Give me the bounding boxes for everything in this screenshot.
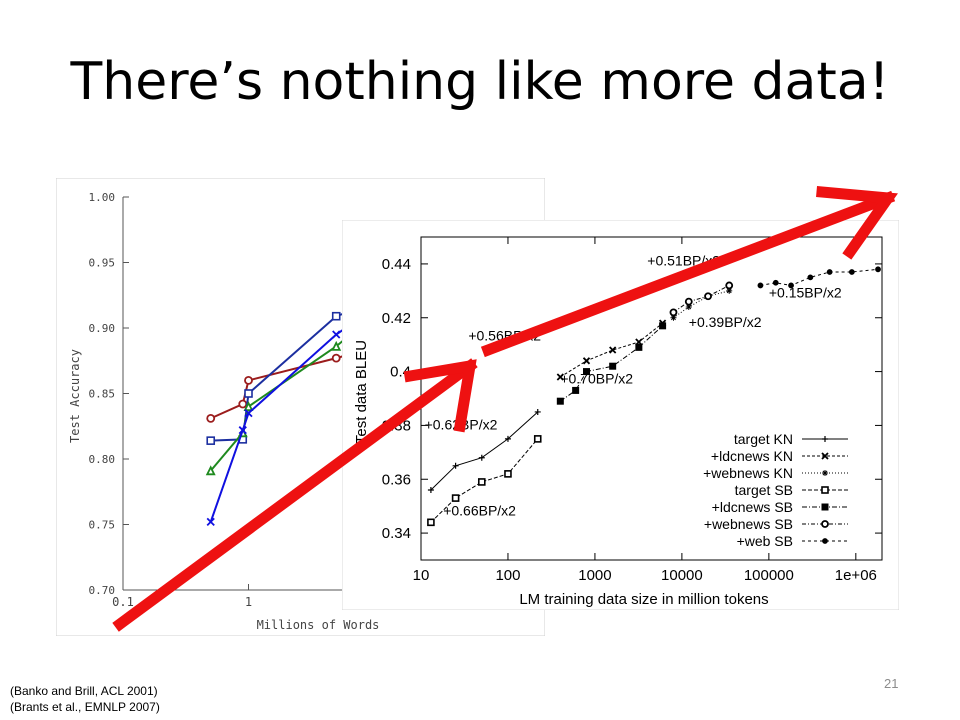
bleu-x-tick-label: 100 <box>495 567 520 584</box>
bleu-series-webnews-sb-point <box>704 292 712 301</box>
accuracy-y-tick-label: 0.75 <box>89 519 116 532</box>
bleu-x-tick-label: 1000 <box>578 567 611 584</box>
bleu-series-ldcnews-sb-point <box>572 386 580 394</box>
accuracy-series-1-point <box>331 353 341 363</box>
bleu-series-target-sb-line <box>430 438 539 523</box>
bleu-y-tick-label: 0.34 <box>382 525 411 542</box>
accuracy-y-tick-label: 0.85 <box>89 388 116 401</box>
accuracy-x-tick-label: 0.1 <box>112 595 134 609</box>
bleu-series-web-sb-point <box>757 282 764 289</box>
accuracy-y-tick-label: 0.80 <box>89 453 116 466</box>
legend-label-ldcnews-sb: +ldcnews SB <box>712 499 793 515</box>
accuracy-y-tick-label: 1.00 <box>89 191 116 204</box>
bleu-chart: 0.34 0.36 0.38 0.4 0.42 0.44 10 100 1000 10000 100… <box>342 220 899 610</box>
bleu-growth-annotation: +0.15BP/x2 <box>769 285 842 301</box>
bleu-y-tick-label: 0.42 <box>382 310 411 327</box>
legend-label-webnews-kn: +webnews KN <box>703 465 793 481</box>
legend-marker-target-kn <box>822 436 828 442</box>
bleu-series-target-kn-point <box>504 435 511 442</box>
legend-marker-web-sb <box>822 538 828 544</box>
bleu-series-webnews-sb-point <box>669 308 678 317</box>
bleu-series-target-kn-point <box>534 408 541 415</box>
bleu-series-ldcnews-sb-point <box>659 322 667 330</box>
legend-label-ldcnews-kn: +ldcnews KN <box>711 448 793 464</box>
bleu-series-webnews-sb-point <box>684 297 693 306</box>
bleu-x-axis-label: LM training data size in million tokens <box>519 591 768 608</box>
accuracy-series-2-point <box>206 436 216 445</box>
bleu-series-target-sb-point <box>533 435 542 443</box>
bleu-y-axis-label: Test data BLEU <box>353 340 370 444</box>
legend-marker-webnews-kn <box>822 470 828 476</box>
bleu-growth-annotation: +0.62BP/x2 <box>425 416 498 432</box>
bleu-chart-frame <box>342 220 899 610</box>
bleu-x-tick-label: 10000 <box>661 567 703 584</box>
accuracy-y-tick-label: 0.95 <box>89 257 116 270</box>
bleu-y-tick-label: 0.36 <box>382 471 411 488</box>
bleu-series-target-kn-point <box>478 454 485 461</box>
accuracy-y-axis-label: Test Accuracy <box>68 349 82 443</box>
bleu-y-tick-label: 0.44 <box>382 256 411 273</box>
bleu-growth-annotation: +0.51BP/x2 <box>647 252 720 268</box>
legend-label-target-kn: target KN <box>734 431 793 447</box>
citation-banko-brill: (Banko and Brill, ACL 2001) <box>10 684 158 698</box>
bleu-growth-annotation: +0.39BP/x2 <box>689 314 762 330</box>
legend-marker-ldcnews-sb <box>821 503 829 511</box>
bleu-series-web-sb-point <box>848 269 855 275</box>
legend-label-webnews-sb: +webnews SB <box>704 516 793 532</box>
bleu-growth-annotation: +0.70BP/x2 <box>560 371 633 387</box>
accuracy-series-1-point <box>206 413 216 423</box>
accuracy-x-axis-label: Millions of Words <box>257 618 380 632</box>
bleu-growth-annotation: +0.66BP/x2 <box>443 503 516 519</box>
bleu-series-web-sb-point <box>826 269 833 275</box>
bleu-growth-annotation: +0.56BP/x2 <box>468 328 541 344</box>
bleu-series-ldcnews-sb-point <box>556 397 564 405</box>
legend-label-web-sb: +web SB <box>737 533 793 549</box>
accuracy-series-3-point <box>331 340 342 351</box>
bleu-series-ldcnews-sb-point <box>635 343 643 351</box>
bleu-series-ldcnews-kn-point <box>556 373 564 381</box>
bleu-y-tick-label: 0.4 <box>390 364 411 381</box>
citation-brants: (Brants et al., EMNLP 2007) <box>10 700 160 714</box>
bleu-x-tick-label: 10 <box>413 567 430 584</box>
bleu-series-target-sb-point <box>504 470 512 478</box>
bleu-series-ldcnews-kn-point <box>582 357 591 365</box>
accuracy-series-1-point <box>244 375 253 385</box>
bleu-series-target-sb-point <box>427 518 435 527</box>
accuracy-series-2-point <box>331 311 341 321</box>
accuracy-x-tick-label: 1 <box>245 595 252 609</box>
bleu-series-target-sb-point <box>451 494 460 502</box>
legend-label-target-sb: target SB <box>735 482 793 498</box>
slide-number: 21 <box>884 676 899 691</box>
legend-marker-target-sb <box>821 486 829 494</box>
accuracy-series-1-point <box>238 399 248 409</box>
bleu-series-web-sb-point <box>875 266 881 273</box>
accuracy-series-2-point <box>244 389 253 398</box>
bleu-y-tick-label: 0.38 <box>382 417 411 434</box>
slide-title: There’s nothing like more data! <box>70 52 890 112</box>
bleu-series-ldcnews-sb-point <box>609 362 617 370</box>
bleu-series-webnews-sb-point <box>725 281 734 290</box>
bleu-series-target-sb-point <box>477 478 486 486</box>
bleu-series-web-sb-point <box>807 274 814 281</box>
legend-marker-webnews-sb <box>821 520 829 528</box>
accuracy-series-4-point <box>332 330 341 339</box>
bleu-x-tick-label: 1e+06 <box>835 567 877 584</box>
legend-marker-ldcnews-kn <box>821 452 829 460</box>
bleu-series-ldcnews-sb-point <box>583 368 591 376</box>
bleu-x-tick-label: 100000 <box>744 567 794 584</box>
accuracy-y-tick-label: 0.90 <box>89 322 116 335</box>
accuracy-y-tick-label: 0.70 <box>89 584 116 597</box>
